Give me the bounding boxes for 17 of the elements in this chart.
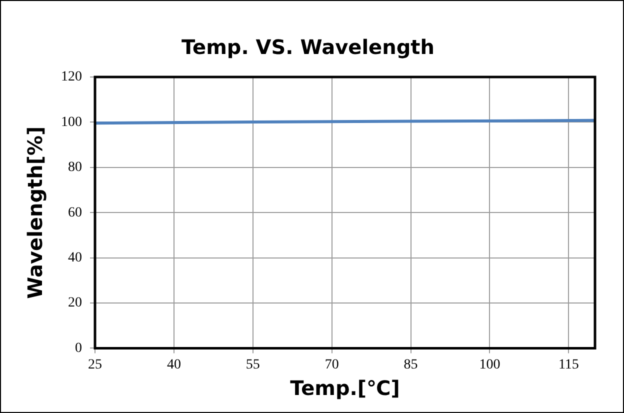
chart-title: Temp. VS. Wavelength [182,35,434,60]
x-tick-label: 40 [166,357,181,372]
y-tick-label: 120 [61,70,82,85]
x-tick-label: 55 [246,357,260,372]
x-tick-label: 115 [558,357,579,372]
y-tick-label: 40 [68,250,82,266]
x-tick-label: 70 [324,357,339,372]
x-axis-title: Temp.[℃] [290,376,400,400]
y-tick-label: 80 [68,160,82,176]
y-tick-label: 60 [68,205,82,220]
y-tick-label: 20 [68,296,82,311]
y-tick-label: 0 [75,340,82,356]
x-tick-label: 25 [88,357,102,372]
x-tick-label: 100 [479,357,500,372]
y-axis-title: Wavelength[%] [23,126,48,299]
y-tick-label: 100 [61,114,82,130]
x-tick-label: 85 [404,357,418,372]
